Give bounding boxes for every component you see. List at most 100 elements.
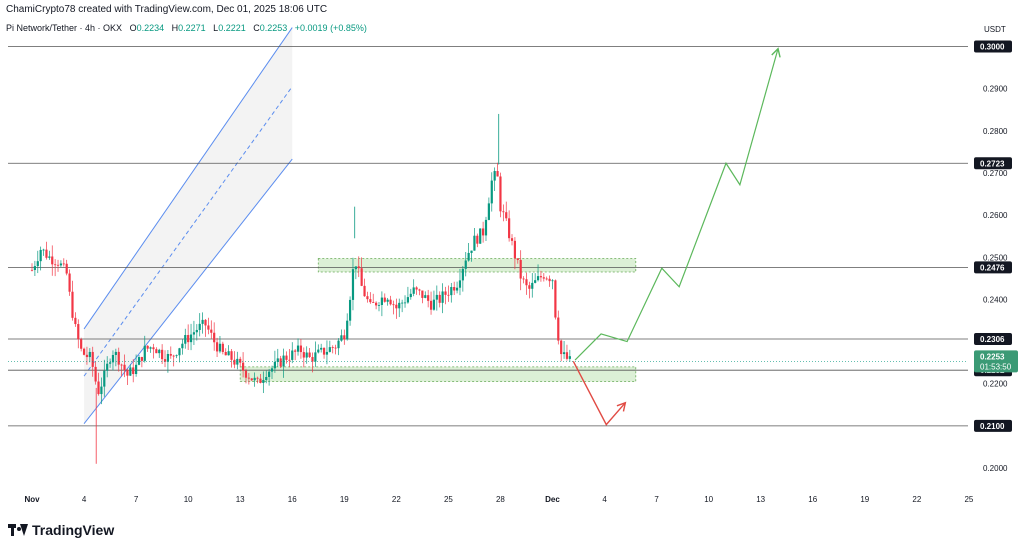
candle-body <box>510 238 514 241</box>
candle-body <box>111 354 115 363</box>
candle-body <box>152 347 155 350</box>
candle-body <box>372 302 375 303</box>
y-tick-label: 0.2500 <box>983 253 1008 262</box>
x-tick-label: 4 <box>82 495 87 504</box>
candle-body <box>224 351 227 356</box>
y-tick-label: 0.2700 <box>983 169 1008 178</box>
candle-body <box>441 291 444 303</box>
candle-body <box>143 345 146 361</box>
candle-body <box>377 305 381 306</box>
candle-body <box>415 287 418 290</box>
candle-body <box>166 353 170 362</box>
candle-body <box>88 351 91 358</box>
candle-body <box>548 278 551 282</box>
candle-body <box>39 249 42 262</box>
candle-body <box>42 249 45 251</box>
high-label: H <box>171 23 179 33</box>
candle-body <box>302 352 305 358</box>
candle-body <box>337 340 340 349</box>
level-tag <box>974 157 1012 170</box>
candle-body <box>218 343 222 352</box>
candle-body <box>161 349 164 360</box>
candle-body <box>48 256 51 258</box>
candle-body <box>464 260 467 269</box>
candle-body <box>201 319 204 324</box>
candle-body <box>172 355 175 357</box>
symbol-title[interactable]: Pi Network/Tether · 4h · OKX <box>6 23 123 33</box>
candle-body <box>311 357 314 362</box>
candle-body <box>68 273 71 292</box>
candle-body <box>247 377 250 379</box>
candle-body <box>175 355 178 357</box>
candle-body <box>45 249 48 258</box>
candle-body <box>565 352 569 359</box>
candle-body <box>187 335 190 343</box>
candle-body <box>74 317 77 325</box>
tradingview-footer: TradingView <box>8 522 114 538</box>
x-tick-label: 25 <box>444 495 453 504</box>
candle-body <box>59 263 63 266</box>
candle-body <box>108 362 112 364</box>
candle-body <box>33 266 36 271</box>
candle-body <box>334 347 337 349</box>
candle-body <box>542 277 545 279</box>
candle-body <box>340 335 343 341</box>
candle-body <box>369 299 372 303</box>
candle-body <box>357 266 360 269</box>
candle-body <box>484 219 488 236</box>
close-value: 0.2253 <box>259 23 288 33</box>
candle-body <box>487 203 490 220</box>
x-tick-label: 10 <box>184 495 193 504</box>
candle-body <box>375 302 378 306</box>
low-label: L <box>213 23 219 33</box>
candle-body <box>207 325 210 330</box>
candle-body <box>409 293 412 298</box>
candle-body <box>363 285 366 297</box>
candle-body <box>62 263 65 265</box>
candle-body <box>444 291 447 295</box>
candle-body <box>438 294 441 303</box>
candle-body <box>360 268 363 286</box>
candle-body <box>51 256 54 265</box>
candle-body <box>137 357 141 365</box>
x-tick-label: 10 <box>704 495 713 504</box>
x-tick-label: 7 <box>134 495 139 504</box>
x-tick-label: 28 <box>496 495 505 504</box>
candle-body <box>82 348 86 355</box>
x-tick-label: 16 <box>808 495 817 504</box>
candle-body <box>317 349 320 353</box>
support-zone-0 <box>317 258 637 273</box>
candle-body <box>132 367 135 375</box>
y-tick-label: 0.2000 <box>983 464 1008 473</box>
candle-body <box>192 332 196 335</box>
price-axis: USDT0.20000.22000.23000.24000.25000.2600… <box>974 25 1018 473</box>
candle-body <box>103 370 106 387</box>
candle-body <box>294 350 297 352</box>
candle-body <box>250 378 253 381</box>
candle-body <box>505 212 508 219</box>
candle-body <box>331 347 334 348</box>
candle-body <box>77 324 80 340</box>
chart-credit: ChamiCrypto78 created with TradingView.c… <box>6 4 328 15</box>
candle-body <box>256 377 259 379</box>
candle-body <box>120 364 123 366</box>
candle-body <box>328 347 331 352</box>
candle-body <box>155 349 158 354</box>
candle-body <box>325 351 329 355</box>
candle-body <box>528 285 531 289</box>
candle-body <box>502 211 505 213</box>
current-price-label: 0.2253 <box>980 352 1005 361</box>
candle-body <box>265 377 268 380</box>
candle-body <box>94 366 97 382</box>
close-label: C <box>253 23 260 33</box>
candle-body <box>461 268 464 281</box>
candle-body <box>129 367 132 376</box>
candle-body <box>482 228 485 236</box>
candle-body <box>146 345 149 349</box>
level-tag <box>974 40 1012 53</box>
channel-lower-line <box>83 158 293 425</box>
candle-body <box>91 351 94 367</box>
candle-body <box>447 294 450 296</box>
candle-body <box>470 250 473 253</box>
